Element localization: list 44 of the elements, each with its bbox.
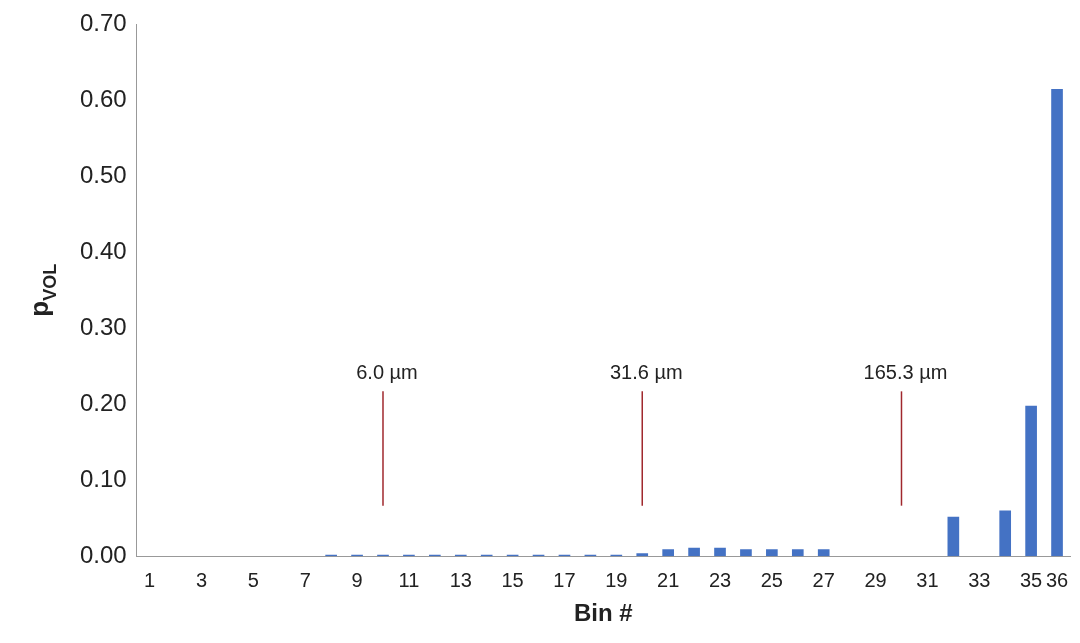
y-tick-label: 0.70 <box>79 9 127 37</box>
x-tick-label: 15 <box>501 568 524 591</box>
x-tick-label: 29 <box>864 568 887 591</box>
y-tick-label: 0.40 <box>79 236 127 264</box>
x-tick-label: 27 <box>812 568 835 591</box>
x-tick-label: 35 <box>1019 568 1043 591</box>
x-tick-label: 13 <box>449 568 472 591</box>
bar <box>688 547 700 557</box>
bar <box>1025 405 1037 557</box>
bar <box>817 549 830 557</box>
x-tick-label: 36 <box>1045 568 1069 591</box>
y-axis-title: pVOL <box>24 263 60 317</box>
x-tick-label: 1 <box>144 568 156 591</box>
bar <box>999 510 1012 557</box>
y-tick-label: 0.20 <box>79 388 127 416</box>
x-tick-label: 31 <box>916 568 939 591</box>
y-tick-label: 0.00 <box>79 540 127 568</box>
bar <box>791 549 804 557</box>
ref-line-label: 165.3 µm <box>863 360 948 383</box>
bar <box>766 549 778 557</box>
bar <box>636 553 649 557</box>
x-tick-label: 11 <box>398 568 420 591</box>
x-tick-label: 17 <box>553 568 576 591</box>
x-tick-label: 33 <box>968 568 991 591</box>
y-tick-label: 0.10 <box>79 464 127 492</box>
y-tick-label: 0.30 <box>79 312 127 340</box>
bar <box>740 549 752 557</box>
bar <box>662 549 674 557</box>
x-tick-label: 19 <box>605 568 628 591</box>
x-tick-label: 23 <box>708 568 732 591</box>
ref-line-label: 6.0 µm <box>356 360 418 383</box>
x-tick-label: 25 <box>760 568 783 591</box>
y-tick-label: 0.60 <box>79 85 127 112</box>
bar <box>947 516 960 557</box>
x-tick-label: 7 <box>299 568 311 591</box>
y-tick-label: 0.50 <box>79 160 127 188</box>
x-tick-label: 5 <box>247 568 259 591</box>
bar <box>1051 88 1063 557</box>
x-tick-label: 21 <box>657 568 680 591</box>
x-tick-label: 3 <box>195 568 208 591</box>
x-tick-label: 9 <box>351 568 363 591</box>
bar <box>714 547 726 557</box>
x-axis-title: Bin # <box>574 599 633 627</box>
ref-line-label: 31.6 µm <box>609 360 683 383</box>
